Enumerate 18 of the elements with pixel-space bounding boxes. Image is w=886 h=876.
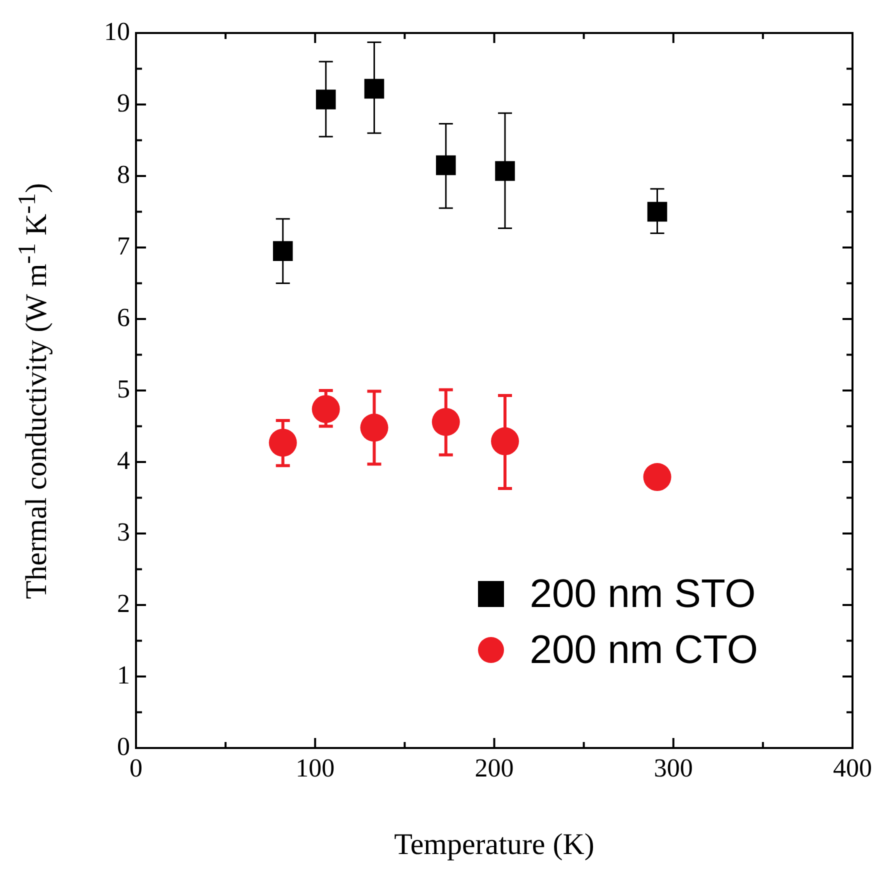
y-tick-label: 3 [117,517,130,546]
y-tick-label: 2 [117,588,130,618]
x-tick-label: 100 [296,753,335,782]
y-tick-label: 0 [117,732,130,761]
x-axis-title: Temperature (K) [394,828,594,861]
legend-label: 200 nm CTO [530,628,758,672]
y-tick-label: 8 [117,160,130,189]
y-tick-label: 9 [117,88,130,118]
x-tick-label: 300 [654,753,693,782]
x-tick-label: 200 [474,753,514,782]
y-tick-label: 1 [117,660,130,690]
x-tick-label: 400 [833,753,872,782]
y-tick-label: 7 [117,231,130,260]
y-tick-label: 4 [117,446,130,475]
y-tick-label: 5 [117,374,130,404]
y-tick-label: 10 [104,16,130,46]
legend-label: 200 nm STO [530,572,756,616]
y-tick-label: 6 [117,302,130,332]
